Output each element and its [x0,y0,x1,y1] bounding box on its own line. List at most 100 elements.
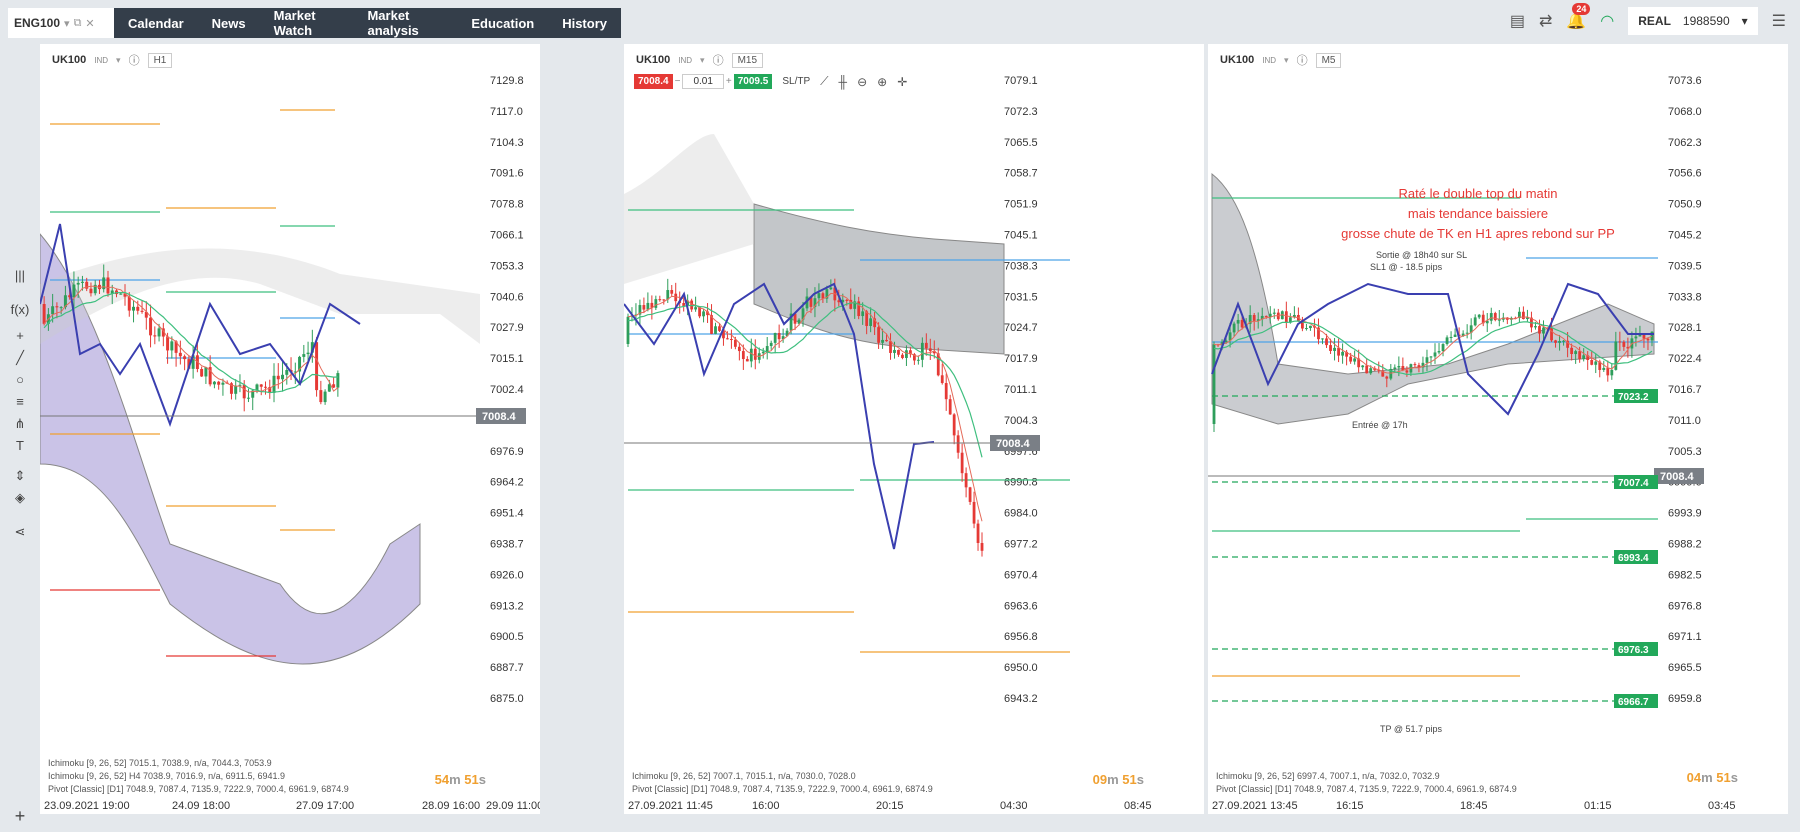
chart-panel-m5[interactable]: 7073.6 7068.0 7062.3 7056.6 7050.9 7045.2 7039… [1208,44,1788,814]
candle-body [1461,333,1465,337]
stop-loss-note[interactable]: SL1 @ - 18.5 pips [1370,262,1443,272]
entry-note[interactable]: Entrée @ 17h [1352,420,1408,430]
popout-icon[interactable]: ⧉ [73,16,82,29]
chevron-down-icon[interactable]: ▾ [700,54,705,65]
candle-body [773,333,777,343]
candle-body [928,348,932,352]
account-selector[interactable]: REAL 1988590 ▾ [1628,7,1758,35]
menu-market-analysis[interactable]: Market analysis [367,8,419,38]
menu-news[interactable]: News [211,15,246,31]
legend-line[interactable]: Ichimoku [9, 26, 52] 7015.1, 7038.9, n/a… [48,758,272,768]
price-axis-label: 7078.8 [490,199,524,211]
timeframe-select[interactable]: H1 [147,52,173,68]
price-axis-label: 7065.5 [1004,137,1038,149]
share-icon[interactable]: ⋖ [14,524,26,539]
pitchfork-icon[interactable]: ⋔ [14,416,26,431]
candle-body [733,339,737,347]
text-tool-icon[interactable]: T [16,438,24,453]
line-tool-icon[interactable]: ╱ [16,350,24,365]
function-icon[interactable]: f(x) [10,302,30,317]
candle-body [845,299,849,301]
candle-body [178,352,182,357]
exit-note[interactable]: Sortie @ 18h40 sur SL [1376,250,1468,260]
candle-body [68,295,72,298]
candle-body [1646,338,1650,341]
chart-symbol[interactable]: UK100 [636,54,671,66]
increase-lot-button[interactable]: + [725,76,732,87]
candle-body [1401,366,1405,371]
dropdown-caret-icon[interactable]: ▾ [64,17,70,30]
candle-body [797,319,801,324]
plus-icon[interactable]: + [16,328,24,343]
crosshair-icon[interactable]: ✛ [897,74,908,89]
buy-button[interactable]: 7009.5 [733,74,773,89]
symbol-tab[interactable]: ENG100 ▾ ⧉ ✕ [8,8,114,38]
candle-body [849,299,853,309]
candle-body [200,369,204,377]
layers-icon[interactable]: ◈ [15,490,25,505]
chevron-down-icon[interactable]: ▾ [116,54,121,65]
legend-line[interactable]: Pivot [Classic] [D1] 7048.9, 7087.4, 713… [1216,784,1517,794]
menu-calendar[interactable]: Calendar [128,15,184,31]
zoom-out-icon[interactable]: ⊖ [857,74,868,89]
add-icon[interactable]: + [14,806,26,826]
zoom-in-icon[interactable]: ⊕ [877,74,888,89]
candle-body [1212,344,1216,424]
chart-panel-h1[interactable]: 7129.8 7117.0 7104.3 7091.6 7078.8 7066.1 7053… [40,44,540,814]
legend-line[interactable]: Ichimoku [9, 26, 52] 6997.4, 7007.1, n/a… [1216,771,1440,781]
chart-symbol[interactable]: UK100 [52,54,87,66]
candle-body [1526,317,1529,320]
tenkan-line [43,285,339,393]
take-profit-note[interactable]: TP @ 51.7 pips [1380,724,1443,734]
menu-market-watch[interactable]: Market Watch [273,8,316,38]
candle-body [726,338,729,340]
chart-canvas-h1[interactable]: 7129.8 7117.0 7104.3 7091.6 7078.8 7066.1 7053… [40,44,540,814]
hamburger-menu-icon[interactable]: ☰ [1771,13,1786,30]
sltp-button[interactable]: SL/TP [782,76,811,87]
legend-line[interactable]: Pivot [Classic] [D1] 7048.9, 7087.4, 713… [632,784,933,794]
candle-body [920,342,924,360]
price-axis-label: 7066.1 [490,230,524,242]
legend-line[interactable]: Ichimoku [9, 26, 52] 7007.1, 7015.1, n/a… [632,771,856,781]
price-axis-label: 7053.3 [490,260,524,272]
menu-history[interactable]: History [562,15,607,31]
drawing-toolbar: ||| f(x) + ╱ ○ ≡ ⋔ T ⇕ ◈ ⋖ + [0,40,40,832]
chart-panel-m15[interactable]: 7079.1 7072.3 7065.5 7058.7 7051.9 7045.1 7038… [624,44,1204,814]
bars-icon[interactable]: ||| [14,268,26,283]
x-axis-label: 27.09.2021 11:45 [628,800,713,812]
chevron-down-icon[interactable]: ▾ [1284,54,1289,65]
chart-annotation[interactable]: Raté le double top du matin mais tendanc… [1258,184,1698,244]
info-icon[interactable]: ⓘ [128,55,140,67]
fibonacci-icon[interactable]: ≡ [16,394,24,409]
decrease-lot-button[interactable]: − [674,76,681,87]
chart-canvas-m5[interactable]: 7073.6 7068.0 7062.3 7056.6 7050.9 7045.2 7039… [1208,44,1788,814]
legend-line[interactable]: Ichimoku [9, 26, 52] H4 7038.9, 7016.9, … [48,771,286,781]
layout-icon[interactable]: ▤ [1509,13,1525,30]
circle-tool-icon[interactable]: ○ [16,372,24,387]
price-axis-label: 7015.1 [490,353,524,365]
chart-canvas-m15[interactable]: 7079.1 7072.3 7065.5 7058.7 7051.9 7045.1 7038… [624,44,1204,814]
chart-symbol[interactable]: UK100 [1220,54,1255,66]
menu-education[interactable]: Education [471,15,535,31]
candle-body [102,277,106,290]
candle-body [706,311,709,316]
timeframe-select[interactable]: M15 [731,52,764,68]
lot-size-input[interactable]: 0.01 [682,74,724,89]
bell-icon[interactable]: 🔔 24 [1566,3,1591,31]
line-chart-icon[interactable]: ⟋ [820,74,829,88]
info-icon[interactable]: ⓘ [712,55,724,67]
indicators-icon[interactable]: ⇕ [14,468,26,483]
legend-line[interactable]: Pivot [Classic] [D1] 7048.9, 7087.4, 713… [48,784,349,794]
annotation-line: grosse chute de TK en H1 apres rebond su… [1341,226,1615,241]
candle-body [242,384,246,399]
info-icon[interactable]: ⓘ [1296,55,1308,67]
candle-body [332,384,336,388]
chikou-line [624,282,935,550]
timeframe-select[interactable]: M5 [1315,52,1342,68]
price-axis-label: 7005.3 [1668,446,1702,458]
transfer-icon[interactable]: ⇄ [1538,13,1553,30]
sell-button[interactable]: 7008.4 [634,74,673,89]
candles-icon[interactable]: ╫ [838,74,848,89]
close-icon[interactable]: ✕ [85,17,95,30]
price-axis-label: 7024.7 [1004,322,1038,334]
